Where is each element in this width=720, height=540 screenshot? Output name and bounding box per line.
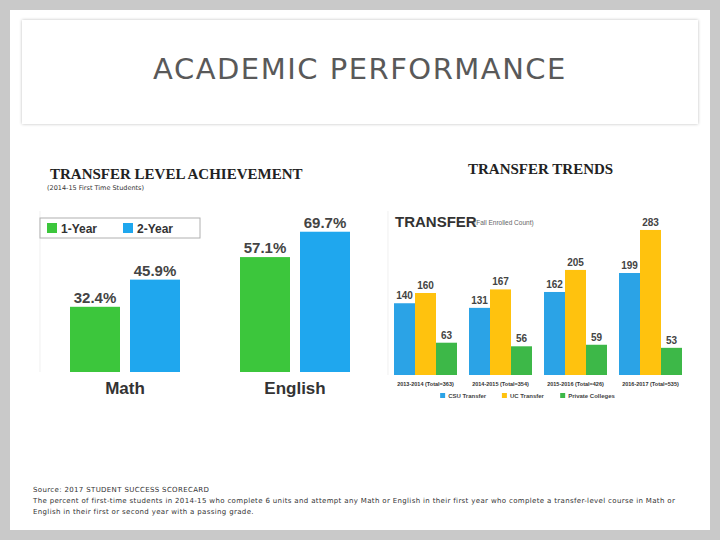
- bar: [619, 273, 640, 375]
- bar: [586, 345, 607, 375]
- legend-swatch: [560, 393, 565, 398]
- bar: [640, 230, 661, 375]
- bars: [394, 230, 682, 375]
- chart-title: TRANSFER: [395, 213, 477, 230]
- data-label: 56: [516, 333, 528, 344]
- legend-swatch: [440, 393, 445, 398]
- data-label: 167: [492, 276, 509, 287]
- legend-swatch: [47, 223, 57, 233]
- legend-swatch: [502, 393, 507, 398]
- source: Source: 2017 STUDENT SUCCESS SCORECARD: [33, 486, 209, 494]
- bar: [490, 289, 511, 375]
- bar: [415, 293, 436, 375]
- chart-background: [388, 210, 688, 406]
- bars: [70, 232, 350, 372]
- bar: [300, 232, 350, 372]
- bar: [544, 292, 565, 375]
- legend-label: 1-Year: [61, 222, 97, 236]
- bar: [130, 280, 180, 372]
- bar: [469, 308, 490, 375]
- legend: CSU Transfer UC Transfer Private Colleges: [440, 393, 615, 399]
- charts: 32.4% 57.1% 45.9% 69.7% Math English 1-Year 2-Y…: [0, 0, 720, 540]
- data-label: 69.7%: [304, 214, 347, 231]
- chart-subtitle: (Fall Enrolled Count): [474, 219, 534, 227]
- bar: [661, 348, 682, 375]
- bar: [436, 343, 457, 375]
- data-label: 140: [396, 290, 413, 301]
- heading-1: TRANSFER TRENDS: [468, 161, 613, 178]
- chart-background: [33, 210, 369, 406]
- data-label: 53: [666, 335, 678, 346]
- legend: 1-Year 2-Year: [40, 218, 200, 238]
- labels: 140 131 162 199 160 167 205 283 63 56 59 53 2013-201…: [396, 217, 679, 387]
- data-label: 57.1%: [244, 239, 287, 256]
- data-label: 162: [546, 279, 563, 290]
- legend-label: UC Transfer: [510, 393, 545, 399]
- bar: [70, 307, 120, 372]
- data-label: 131: [471, 295, 488, 306]
- legend-swatch: [123, 223, 133, 233]
- category-label: English: [264, 379, 325, 398]
- bar: [240, 257, 290, 372]
- category-label: 2013-2014 (Total=363): [397, 381, 454, 387]
- category-label: 2016-2017 (Total=535): [622, 381, 679, 387]
- data-label: 199: [621, 260, 638, 271]
- chart: TRANSFER(Fall Enrolled Count) 140 131 162 19…: [388, 210, 688, 406]
- bar: [511, 346, 532, 375]
- category-label: Math: [105, 379, 145, 398]
- data-label: 59: [591, 332, 603, 343]
- legend-label: 2-Year: [137, 222, 173, 236]
- legend-label: CSU Transfer: [448, 393, 487, 399]
- category-label: 2015-2016 (Total=426): [547, 381, 604, 387]
- sub: (2014-15 First Time Students): [47, 184, 144, 192]
- data-label: 205: [567, 257, 584, 268]
- axis-line: [388, 211, 389, 375]
- data-label: 283: [642, 217, 659, 228]
- legend-label: Private Colleges: [568, 393, 615, 399]
- bar: [565, 270, 586, 375]
- data-label: 160: [417, 280, 434, 291]
- title: ACADEMIC PERFORMANCE: [22, 52, 698, 86]
- category-label: 2014-2015 (Total=354): [472, 381, 529, 387]
- data-label: 32.4%: [74, 289, 117, 306]
- labels: 32.4% 57.1% 45.9% 69.7% Math English: [74, 214, 347, 398]
- note: The percent of first-time students in 20…: [33, 496, 688, 517]
- data-label: 45.9%: [134, 262, 177, 279]
- chart: 32.4% 57.1% 45.9% 69.7% Math English 1-Year 2-Y…: [33, 210, 369, 406]
- data-label: 63: [441, 330, 453, 341]
- heading-0: TRANSFER LEVEL ACHIEVEMENT: [50, 166, 303, 183]
- legend-box: [40, 218, 200, 238]
- bar: [394, 303, 415, 375]
